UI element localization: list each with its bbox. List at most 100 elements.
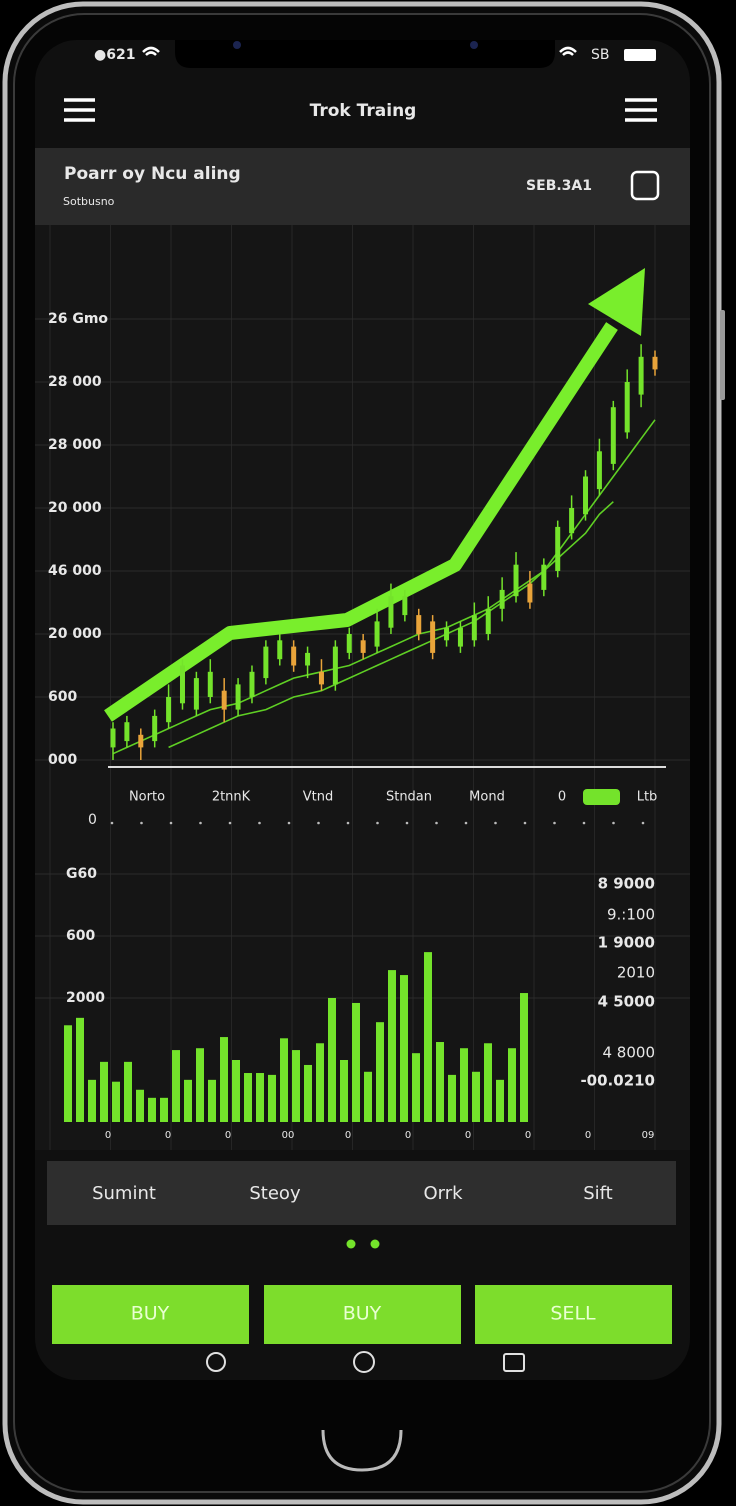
candle-body [444,627,450,641]
nav-home[interactable] [353,1351,375,1373]
candle-body [166,697,172,723]
action-button-label: BUY [343,1303,382,1325]
candle-body [583,476,589,515]
volume-bar [340,1060,348,1122]
trend-arrow [104,322,618,722]
volume-bar [124,1061,132,1122]
action-button[interactable] [264,1285,461,1344]
axis-dot [553,821,556,825]
y-tick-label: 20 000 [48,500,102,516]
volume-bar [268,1074,276,1122]
candle-body [207,671,213,697]
candle-body [221,690,227,710]
candle-body [499,589,505,609]
candle-body [277,640,283,660]
nav-search[interactable] [206,1352,226,1372]
right-label: -00.0210 [580,1072,655,1090]
volume-bar [304,1064,312,1122]
axis-dot [405,821,409,825]
menu-button[interactable] [64,98,95,122]
candle-body [193,678,199,710]
y-tick-label: G60 [66,866,97,882]
volume-bar [184,1079,192,1122]
volume-bar [256,1073,264,1122]
nav-tabs[interactable] [503,1353,525,1372]
candle-body [541,564,547,590]
x-tick-label: 0 [165,1130,171,1141]
camera [233,41,241,49]
tab-bar [47,1161,676,1225]
volume-bar [292,1050,300,1122]
volume-bar [352,1002,360,1122]
volume-bar [328,998,336,1122]
axis-dot [376,821,379,825]
volume-bar [472,1071,480,1122]
candle-body [569,508,575,534]
x-tick-label: 0 [345,1130,351,1141]
candle-body [457,627,463,647]
summary-action[interactable] [630,170,660,201]
trend-arrowhead [588,268,645,336]
volume-bar [136,1089,144,1122]
volume-bar [100,1061,108,1122]
axis-dot [287,821,291,825]
page-dot [370,1239,380,1249]
volume-bar [208,1079,216,1122]
volume-bar [172,1050,180,1122]
action-button[interactable] [52,1285,249,1344]
status-time: ●621 [94,47,135,63]
tab[interactable]: Steoy [249,1183,301,1204]
volume-bar [364,1071,372,1122]
x-tick-label: 0 [105,1130,111,1141]
candle-body [638,356,644,395]
candle-body [596,451,602,490]
summary-panel [35,148,690,225]
right-label: 2010 [617,964,655,982]
candle-body [138,734,144,748]
volume-bar [280,1038,288,1122]
y-tick-label: 46 000 [48,563,102,579]
legend-label: 0 [558,790,566,805]
candle-body [485,608,491,634]
x-tick-label: 09 [642,1130,655,1141]
axis-dot [317,821,320,825]
candle-body [610,407,616,464]
x-tick-label: 0 [585,1130,591,1141]
side-button [720,310,725,400]
toggle[interactable] [583,789,620,805]
app-title: Trok Traing [310,101,417,121]
y-tick-label: 26 Gmo [48,311,108,327]
volume-bar [220,1037,228,1122]
action-button[interactable] [475,1285,672,1344]
tab[interactable]: Sumint [92,1183,156,1204]
axis-dot [464,821,468,825]
x-tick-label: 0 [465,1130,471,1141]
axis-dot [641,821,645,825]
volume-bar [232,1060,240,1122]
x-tick-label: 0 [405,1130,411,1141]
axis-dot [258,821,261,825]
y-tick-label: 000 [48,752,77,768]
candle-body [249,671,255,697]
tab[interactable]: Sift [583,1183,613,1204]
volume-bar [196,1048,204,1122]
x-tick-label: 00 [282,1130,295,1141]
axis-dot [110,821,114,825]
candle-body [318,671,324,685]
moving-average [168,501,614,749]
y-tick-label: 28 000 [48,374,102,390]
candle-body [555,526,561,571]
candle-body [624,382,630,433]
legend-label: Mond [469,790,505,805]
axis-dot [228,821,232,825]
candle-body [430,621,436,653]
menu-button[interactable] [625,98,657,122]
sensor [470,41,478,49]
battery [624,49,656,61]
candle-body [124,722,130,742]
right-label: 1 9000 [598,934,655,952]
summary-title: Poarr oy Ncu aling [64,164,241,184]
y-tick-label: 28 000 [48,437,102,453]
tab[interactable]: Orrk [423,1183,463,1204]
